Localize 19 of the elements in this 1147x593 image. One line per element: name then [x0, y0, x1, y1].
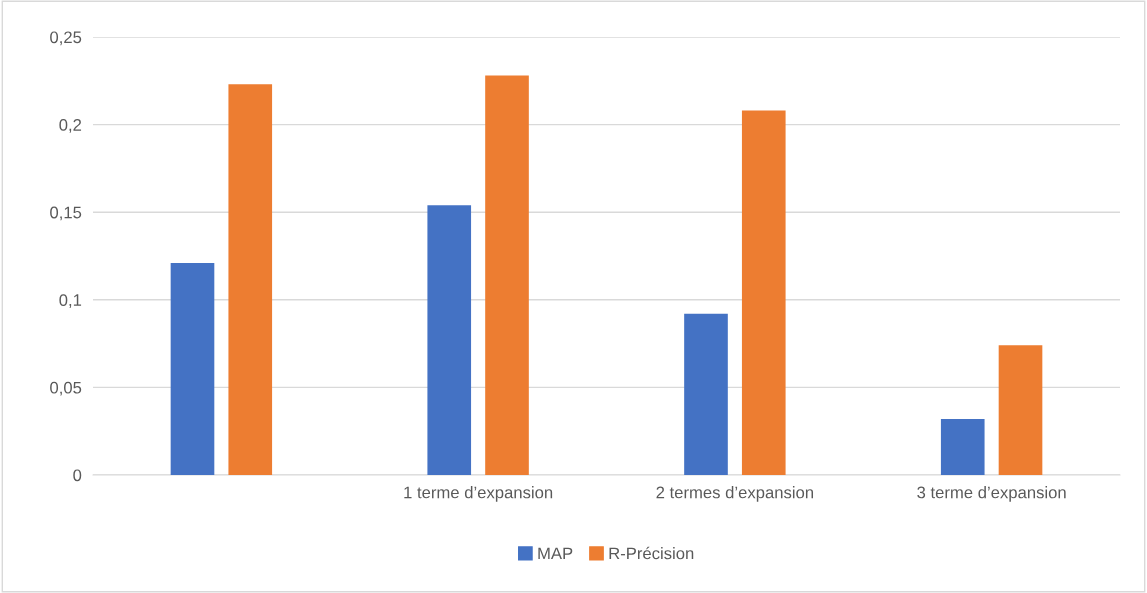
y-tick-label: 0,25 — [50, 31, 82, 46]
bar — [684, 313, 728, 475]
x-tick-label: 1 terme d’expansion — [404, 486, 553, 502]
bar — [228, 84, 273, 475]
bar — [485, 75, 529, 475]
x-tick-label: 2 termes d’expansion — [656, 486, 814, 502]
bar — [741, 110, 786, 475]
y-tick-label: 0,05 — [50, 381, 82, 396]
y-tick-label: 0,15 — [50, 206, 82, 221]
bar — [170, 263, 215, 475]
bar — [427, 205, 472, 475]
y-tick-label: 0,1 — [59, 294, 82, 308]
y-tick-label: 0,2 — [59, 119, 82, 133]
legend-label: MAP — [538, 547, 573, 560]
legend-label: R-Précision — [609, 546, 694, 560]
bar — [940, 418, 985, 475]
y-tick-label: 0 — [73, 469, 82, 482]
bar — [998, 345, 1043, 475]
x-tick-label: 3 terme d’expansion — [917, 486, 1066, 502]
